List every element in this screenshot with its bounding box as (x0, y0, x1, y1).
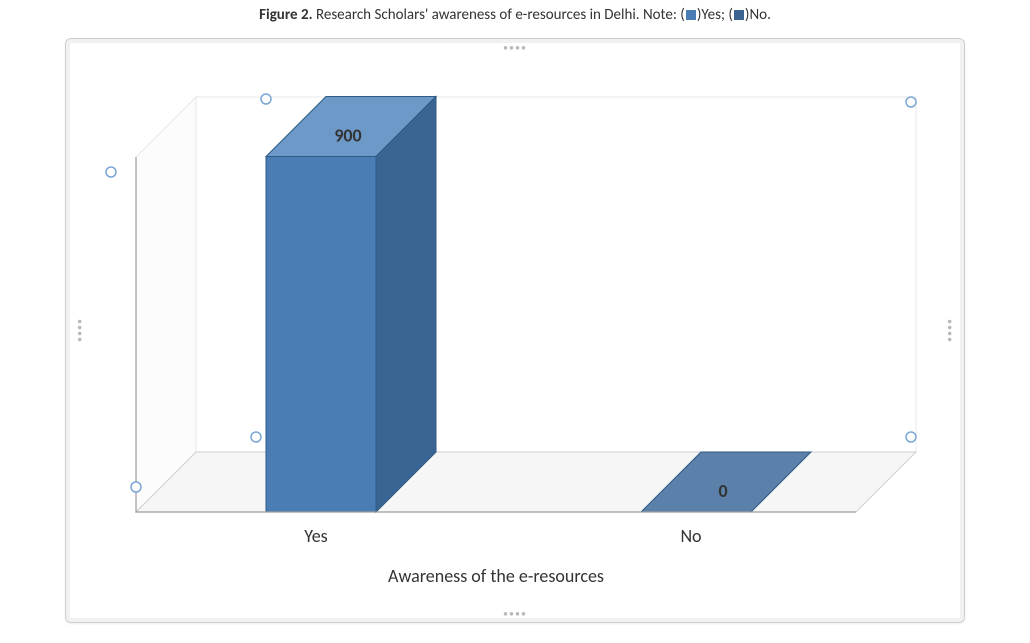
xtick-yes: Yes (304, 525, 327, 547)
selection-handle-3[interactable] (106, 167, 116, 177)
panel-grip-bottom: •••• (503, 607, 527, 620)
selection-handle-1[interactable] (251, 432, 261, 442)
selection-handle-4[interactable] (261, 94, 271, 104)
selection-handle-0[interactable] (131, 482, 141, 492)
chart-panel: •••• •••• •••• •••• 9000 Yes No Awarenes… (65, 38, 965, 623)
bar-front-yes (266, 157, 376, 513)
caption-tail: . (767, 6, 771, 24)
caption-text-1: Research Scholars' awareness of e-resour… (313, 6, 685, 24)
bar-label-no: 0 (718, 480, 727, 502)
bar-side-yes (376, 97, 436, 513)
figure-label: Figure 2. (259, 6, 312, 24)
selection-handle-2[interactable] (906, 432, 916, 442)
legend-yes-text: Yes (701, 6, 721, 24)
caption-sep: ; ( (721, 6, 733, 24)
page-root: Figure 2. Research Scholars' awareness o… (0, 0, 1030, 643)
figure-caption: Figure 2. Research Scholars' awareness o… (0, 0, 1030, 24)
panel-grip-left: •••• (73, 319, 86, 343)
chart-left-wall (136, 97, 196, 512)
chart-svg: 900 0 Yes No Awareness of the e-resources (86, 57, 946, 607)
xtick-no: No (680, 525, 701, 547)
bar-label-yes: 900 (334, 125, 361, 147)
legend-swatch-yes (686, 10, 696, 20)
selection-handle-5[interactable] (906, 97, 916, 107)
panel-grip-top: •••• (503, 41, 527, 54)
legend-swatch-no (734, 10, 744, 20)
legend-no-text: No (749, 6, 767, 24)
x-axis-title: Awareness of the e-resources (388, 565, 604, 587)
